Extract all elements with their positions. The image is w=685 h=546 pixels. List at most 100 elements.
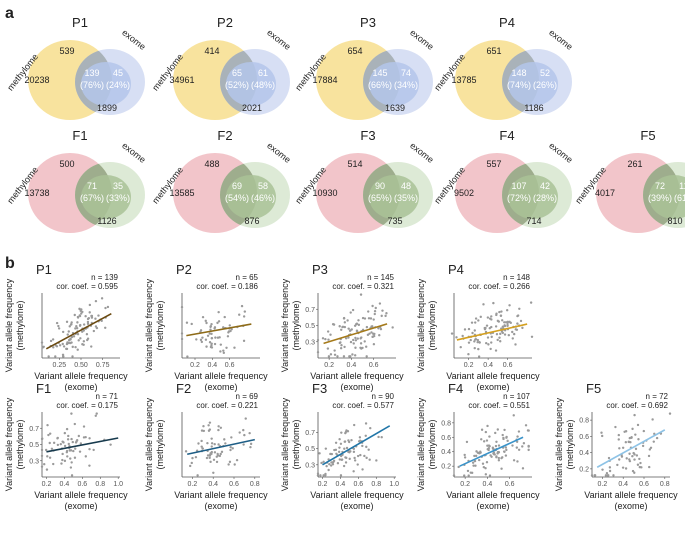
scatter-point	[361, 316, 365, 320]
venn-title: F4	[499, 128, 514, 143]
x-tick-label: 0.4	[347, 362, 357, 369]
scatter-point	[43, 463, 46, 466]
scatter-point	[233, 463, 236, 466]
scatter-point	[633, 458, 636, 461]
scatter-point	[501, 319, 504, 322]
scatter-point	[238, 431, 241, 434]
scatter-title: P4	[448, 262, 464, 277]
scatter-point	[668, 412, 672, 415]
scatter-point	[47, 433, 50, 437]
scatter-point	[348, 355, 351, 358]
x-axis-title-line1: Variant allele frequency	[446, 371, 540, 381]
scatter-point	[81, 343, 84, 346]
venn-inner-set	[649, 175, 685, 219]
x-axis-title-line2: (exome)	[64, 382, 97, 392]
scatter-point	[365, 355, 368, 358]
scatter-point	[61, 342, 64, 346]
scatter-point	[200, 340, 204, 344]
scatter-point	[66, 438, 70, 441]
venn-pct-overlap-b: (61%)	[674, 193, 685, 203]
venn-title: P4	[499, 15, 515, 30]
scatter-point	[361, 468, 364, 471]
scatter-point	[491, 446, 495, 449]
scatter-point	[100, 297, 104, 300]
scatter-point	[62, 345, 66, 348]
scatter-point	[516, 460, 519, 463]
y-tick-label: 0.7	[29, 426, 39, 433]
venn-title: F1	[72, 128, 87, 143]
scatter-point	[76, 348, 79, 351]
scatter-point	[347, 336, 350, 339]
scatter-point	[343, 321, 347, 324]
scatter-point	[516, 322, 519, 325]
scatter-point	[612, 474, 615, 477]
scatter-point	[94, 317, 97, 320]
scatter-title: F1	[36, 381, 51, 396]
x-axis-title-line1: Variant allele frequency	[584, 490, 678, 500]
scatter-point	[463, 456, 467, 459]
scatter-point	[633, 453, 636, 456]
scatter-point	[502, 437, 505, 441]
scatter-point	[201, 447, 204, 450]
scatter-cor-annotation: cor. coef. = 0.175	[56, 401, 118, 410]
scatter-point	[497, 444, 501, 447]
venn-f3: F3methylomeexome1093051490(65%)48(35%)73…	[293, 128, 436, 233]
scatter-point	[249, 445, 252, 449]
scatter-point	[342, 464, 346, 468]
scatter-point	[490, 455, 493, 459]
venn-count-methylome-only: 20238	[24, 75, 49, 85]
x-axis-title-line1: Variant allele frequency	[174, 371, 268, 381]
venn-title: F3	[360, 128, 375, 143]
scatter-point	[653, 432, 656, 436]
x-axis-title-line1: Variant allele frequency	[310, 490, 404, 500]
x-axis-title-line1: Variant allele frequency	[174, 490, 268, 500]
x-tick-label: 1.0	[113, 481, 123, 488]
y-axis-title-line1: Variant allele frequency	[280, 397, 290, 491]
scatter-point	[512, 332, 516, 336]
scatter-point	[655, 436, 659, 440]
scatter-point	[68, 325, 71, 328]
scatter-point	[375, 459, 378, 462]
scatter-point	[81, 310, 84, 314]
scatter-point	[495, 440, 498, 443]
venn-count-exome-only: 1186	[524, 103, 543, 113]
scatter-point	[243, 310, 247, 313]
scatter-point	[364, 422, 368, 425]
venn-inner-set	[81, 62, 131, 106]
scatter-point	[184, 450, 188, 453]
scatter-point	[94, 299, 98, 303]
scatter-point	[482, 303, 485, 306]
scatter-point	[82, 340, 86, 343]
scatter-point	[88, 303, 92, 307]
scatter-point	[224, 442, 227, 445]
scatter-point	[377, 327, 380, 330]
scatter-point	[208, 454, 211, 457]
scatter-point	[65, 450, 69, 454]
scatter-point	[74, 327, 77, 330]
scatter-point	[61, 452, 64, 456]
scatter-point	[56, 443, 60, 447]
scatter-point	[324, 472, 327, 476]
scatter-n-annotation: n = 139	[91, 273, 118, 282]
venn-count-overlap-a: 90	[375, 181, 385, 191]
venn-pct-overlap-a: (54%)	[225, 193, 249, 203]
scatter-point	[217, 320, 221, 323]
scatter-point	[359, 342, 363, 345]
scatter-point	[474, 317, 478, 320]
scatter-point	[455, 336, 458, 339]
scatter-point	[343, 440, 347, 443]
x-axis-title-line2: (exome)	[340, 501, 373, 511]
scatter-point	[593, 474, 597, 477]
scatter-point	[457, 465, 460, 469]
scatter-point	[367, 448, 370, 451]
scatter-point	[212, 471, 215, 474]
scatter-point	[88, 437, 91, 440]
x-tick-label: 0.2	[598, 481, 608, 488]
scatter-point	[652, 440, 655, 443]
scatter-point	[370, 331, 373, 334]
scatter-point	[497, 320, 501, 323]
scatter-point	[500, 310, 503, 313]
scatter-point	[336, 355, 339, 358]
scatter-point	[505, 448, 508, 452]
